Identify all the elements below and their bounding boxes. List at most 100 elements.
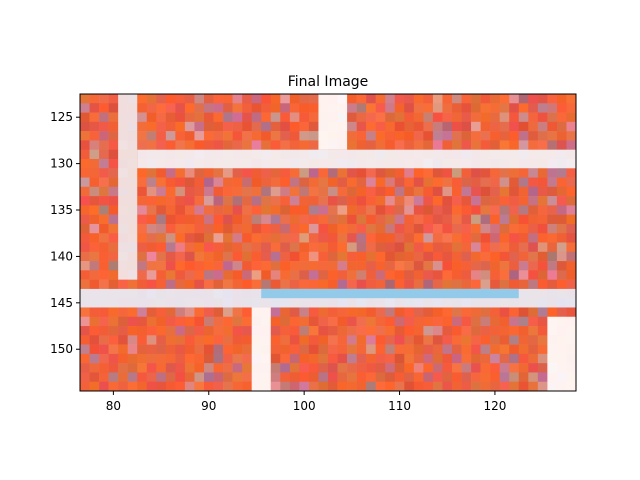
- heatmap-cell: [108, 279, 119, 290]
- heatmap-cell: [375, 251, 386, 262]
- heatmap-cell: [375, 205, 386, 215]
- heatmap-cell: [566, 307, 577, 318]
- heatmap-cell: [270, 177, 281, 188]
- heatmap-cell: [99, 279, 109, 290]
- white-bar-horizontal-top: [137, 149, 577, 169]
- heatmap-cell: [337, 307, 348, 318]
- heatmap-cell: [175, 251, 186, 262]
- heatmap-cell: [423, 214, 434, 225]
- heatmap-cell: [356, 261, 367, 271]
- heatmap-cell: [127, 307, 138, 318]
- heatmap-cell: [328, 223, 338, 234]
- heatmap-cell: [385, 261, 396, 271]
- heatmap-cell: [490, 381, 500, 392]
- heatmap-cell: [537, 353, 548, 364]
- heatmap-cell: [547, 223, 558, 234]
- heatmap-cell: [89, 316, 100, 327]
- heatmap-cell: [242, 307, 252, 318]
- heatmap-cell: [347, 251, 357, 262]
- heatmap-cell: [213, 214, 224, 225]
- heatmap-cell: [423, 270, 434, 280]
- heatmap-cell: [385, 326, 396, 336]
- heatmap-cell: [356, 242, 367, 253]
- heatmap-cell: [108, 363, 119, 373]
- heatmap-cell: [366, 316, 376, 327]
- heatmap-cell: [404, 186, 415, 197]
- heatmap-cell: [509, 251, 520, 262]
- heatmap-cell: [518, 279, 529, 290]
- heatmap-cell: [270, 344, 281, 355]
- heatmap-cell: [347, 335, 357, 345]
- heatmap-cell: [432, 214, 443, 225]
- heatmap-cell: [308, 186, 319, 197]
- heatmap-cell: [528, 381, 539, 392]
- heatmap-cell: [337, 233, 348, 243]
- heatmap-cell: [347, 363, 357, 373]
- heatmap-cell: [242, 316, 252, 327]
- heatmap-cell: [490, 233, 500, 243]
- heatmap-cell: [356, 233, 367, 243]
- y-tick-label: 135: [50, 203, 73, 217]
- heatmap-cell: [223, 233, 233, 243]
- heatmap-cell: [146, 353, 157, 364]
- heatmap-cell: [423, 196, 434, 206]
- heatmap-cell: [270, 261, 281, 271]
- heatmap-cell: [518, 186, 529, 197]
- heatmap-cell: [137, 131, 148, 141]
- heatmap-cell: [547, 94, 558, 104]
- heatmap-cell: [556, 261, 567, 271]
- heatmap-cell: [547, 214, 558, 225]
- heatmap-cell: [108, 214, 119, 225]
- heatmap-cell: [108, 168, 119, 178]
- heatmap-cell: [452, 242, 462, 253]
- heatmap-cell: [432, 177, 443, 188]
- heatmap-cell: [366, 261, 376, 271]
- heatmap-cell: [232, 205, 243, 215]
- heatmap-cell: [556, 242, 567, 253]
- heatmap-cell: [461, 140, 472, 150]
- heatmap-cell: [442, 335, 453, 345]
- heatmap-cell: [413, 316, 424, 327]
- heatmap-cell: [175, 223, 186, 234]
- plot-area: [79, 93, 577, 392]
- heatmap-cell: [204, 335, 214, 345]
- heatmap-cell: [289, 381, 300, 392]
- heatmap-cell: [308, 316, 319, 327]
- heatmap-cell: [299, 353, 310, 364]
- heatmap-cell: [184, 251, 195, 262]
- heatmap-cell: [251, 270, 262, 280]
- heatmap-cell: [108, 335, 119, 345]
- heatmap-cell: [184, 326, 195, 336]
- heatmap-cell: [566, 121, 577, 132]
- heatmap-cell: [490, 214, 500, 225]
- heatmap-cell: [146, 344, 157, 355]
- heatmap-cell: [528, 177, 539, 188]
- heatmap-cell: [213, 103, 224, 113]
- heatmap-cell: [423, 242, 434, 253]
- heatmap-cell: [394, 131, 405, 141]
- heatmap-cell: [299, 214, 310, 225]
- heatmap-cell: [175, 344, 186, 355]
- heatmap-cell: [413, 214, 424, 225]
- heatmap-cell: [223, 223, 233, 234]
- heatmap-cell: [156, 270, 167, 280]
- heatmap-cell: [404, 279, 415, 290]
- heatmap-cell: [280, 326, 291, 336]
- heatmap-cell: [528, 214, 539, 225]
- heatmap-cell: [537, 205, 548, 215]
- heatmap-cell: [165, 372, 176, 383]
- heatmap-cell: [289, 223, 300, 234]
- heatmap-cell: [432, 131, 443, 141]
- heatmap-cell: [242, 335, 252, 345]
- heatmap-cell: [366, 205, 376, 215]
- heatmap-cell: [108, 307, 119, 318]
- heatmap-cell: [432, 316, 443, 327]
- heatmap-cell: [108, 196, 119, 206]
- heatmap-cell: [137, 242, 148, 253]
- heatmap-cell: [413, 251, 424, 262]
- heatmap-cell: [270, 326, 281, 336]
- heatmap-cell: [80, 270, 90, 280]
- heatmap-cell: [442, 121, 453, 132]
- heatmap-cell: [556, 251, 567, 262]
- heatmap-cell: [537, 381, 548, 392]
